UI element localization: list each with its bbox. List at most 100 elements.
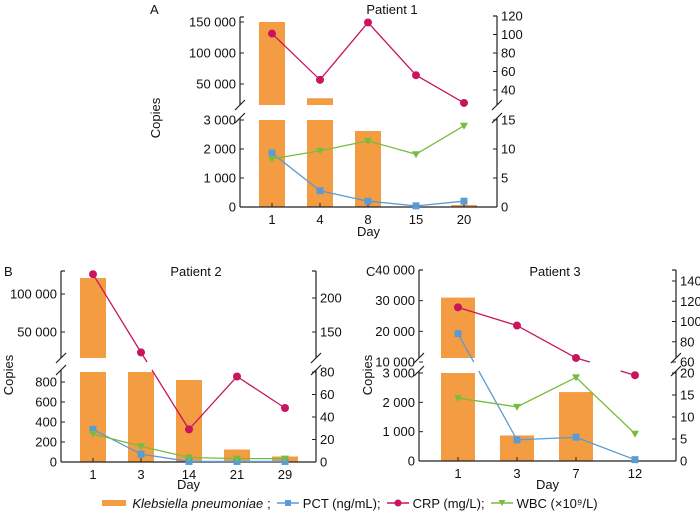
line-segment-pct bbox=[92, 428, 142, 455]
data-point-crp bbox=[281, 404, 289, 412]
left-tick-label: 100 000 bbox=[189, 46, 236, 61]
data-point-wbc bbox=[631, 430, 639, 438]
data-point-pct bbox=[513, 436, 521, 444]
data-point-crp bbox=[316, 75, 324, 84]
line-segment-wbc bbox=[188, 456, 238, 460]
right-tick-label: 60 bbox=[680, 355, 694, 370]
line-segment-crp bbox=[188, 376, 238, 430]
right-tick-label: 120 bbox=[680, 294, 700, 309]
x-tick-label: 4 bbox=[316, 212, 323, 227]
left-tick-label: 50 000 bbox=[17, 325, 57, 340]
left-tick-label: 20 000 bbox=[375, 324, 415, 339]
x-tick-label: 7 bbox=[572, 466, 579, 481]
bar-lower-segment bbox=[441, 373, 475, 461]
left-tick-label: 0 bbox=[229, 200, 236, 215]
data-point-wbc bbox=[460, 122, 468, 130]
panel-a: A Patient 1 Day Copies 0 1 000 2 000 3 000 50 00… bbox=[148, 2, 523, 239]
x-tick-label: 12 bbox=[628, 466, 642, 481]
left-tick-label: 600 bbox=[35, 395, 57, 410]
right-tick-label: 60 bbox=[501, 64, 515, 79]
x-tick-label: 1 bbox=[268, 212, 275, 227]
line-segment-crp bbox=[367, 22, 417, 76]
x-axis-title: Day bbox=[177, 477, 201, 492]
axis-break-mark bbox=[413, 365, 425, 377]
data-point-crp bbox=[89, 270, 97, 279]
bar-upper-segment bbox=[307, 98, 333, 105]
legend-separator: ; bbox=[267, 495, 271, 511]
right-tick-label: 15 bbox=[680, 388, 694, 403]
x-tick-label: 3 bbox=[513, 466, 520, 481]
x-tick-label: 3 bbox=[137, 467, 144, 482]
data-point-pct bbox=[268, 149, 276, 157]
right-tick-label: 10 bbox=[501, 142, 515, 157]
legend-marker-pct bbox=[284, 500, 291, 506]
data-point-crp bbox=[233, 372, 241, 381]
legend-label-crp: CRP (mg/L); bbox=[412, 495, 485, 511]
left-tick-label: 400 bbox=[35, 415, 57, 430]
data-point-wbc bbox=[572, 374, 580, 382]
bar-upper-segment bbox=[80, 278, 106, 358]
legend-label-wbc: WBC (×10⁹/L) bbox=[516, 495, 598, 511]
left-tick-label: 2 000 bbox=[382, 395, 415, 410]
left-tick-label: 1 000 bbox=[203, 171, 236, 186]
line-segment-pct bbox=[457, 333, 475, 363]
line-segment-pct bbox=[367, 200, 417, 207]
legend-label-klebsiella: Klebsiella pneumoniae bbox=[132, 495, 264, 511]
right-tick-label: 5 bbox=[501, 171, 508, 186]
axis-break-mark bbox=[491, 112, 503, 124]
right-tick-label: 0 bbox=[680, 454, 687, 469]
data-point-pct bbox=[460, 197, 468, 205]
data-point-wbc bbox=[233, 455, 241, 463]
x-tick-label: 14 bbox=[182, 467, 196, 482]
left-tick-label: 50 000 bbox=[196, 77, 236, 92]
panel-letter: A bbox=[150, 2, 159, 17]
line-segment-crp bbox=[319, 22, 369, 81]
right-tick-label: 40 bbox=[501, 83, 515, 98]
line-segment-pct bbox=[575, 436, 636, 461]
data-point-wbc bbox=[316, 147, 324, 155]
data-point-pct bbox=[572, 433, 580, 441]
legend-label-pct: PCT (ng/mL); bbox=[302, 495, 381, 511]
x-tick-label: 1 bbox=[89, 467, 96, 482]
line-segment-pct bbox=[478, 370, 518, 441]
data-point-crp bbox=[513, 321, 521, 330]
right-tick-label: 0 bbox=[501, 200, 508, 215]
panel-letter: B bbox=[4, 264, 13, 279]
legend-marker-wbc bbox=[498, 500, 506, 506]
right-tick-label: 15 bbox=[501, 113, 515, 128]
axis-break-mark bbox=[670, 352, 682, 364]
legend: Klebsiella pneumoniae; PCT (ng/mL); CRP … bbox=[0, 492, 700, 514]
data-point-pct bbox=[631, 456, 639, 464]
panel-title: Patient 2 bbox=[170, 264, 221, 279]
line-segment-pct bbox=[319, 190, 369, 202]
left-tick-label: 0 bbox=[408, 454, 415, 469]
axis-break-mark bbox=[55, 352, 67, 364]
line-segment-crp bbox=[236, 375, 286, 409]
line-segment-crp bbox=[415, 74, 465, 104]
data-point-crp bbox=[454, 303, 462, 312]
line-segment-crp bbox=[516, 324, 577, 359]
left-tick-label: 200 bbox=[35, 435, 57, 450]
legend-item-crp: CRP (mg/L); bbox=[386, 495, 485, 511]
x-tick-label: 1 bbox=[454, 466, 461, 481]
line-segment-wbc bbox=[92, 433, 142, 447]
data-point-crp bbox=[460, 98, 468, 107]
right-tick-label: 200 bbox=[320, 291, 342, 306]
right-tick-label: 60 bbox=[320, 387, 334, 402]
line-segment-wbc bbox=[457, 397, 518, 408]
legend-item-wbc: WBC (×10⁹/L) bbox=[490, 495, 598, 511]
left-tick-label: 100 000 bbox=[10, 287, 57, 302]
data-point-crp bbox=[137, 348, 145, 357]
x-tick-label: 20 bbox=[457, 212, 471, 227]
panel-title: Patient 1 bbox=[366, 2, 417, 17]
line-segment-wbc bbox=[575, 376, 636, 435]
left-tick-label: 1 000 bbox=[382, 424, 415, 439]
x-tick-label: 29 bbox=[278, 467, 292, 482]
data-point-crp bbox=[185, 425, 193, 434]
y-axis-title: Copies bbox=[360, 354, 375, 395]
left-tick-label: 40 000 bbox=[375, 263, 415, 278]
data-point-pct bbox=[316, 187, 324, 195]
